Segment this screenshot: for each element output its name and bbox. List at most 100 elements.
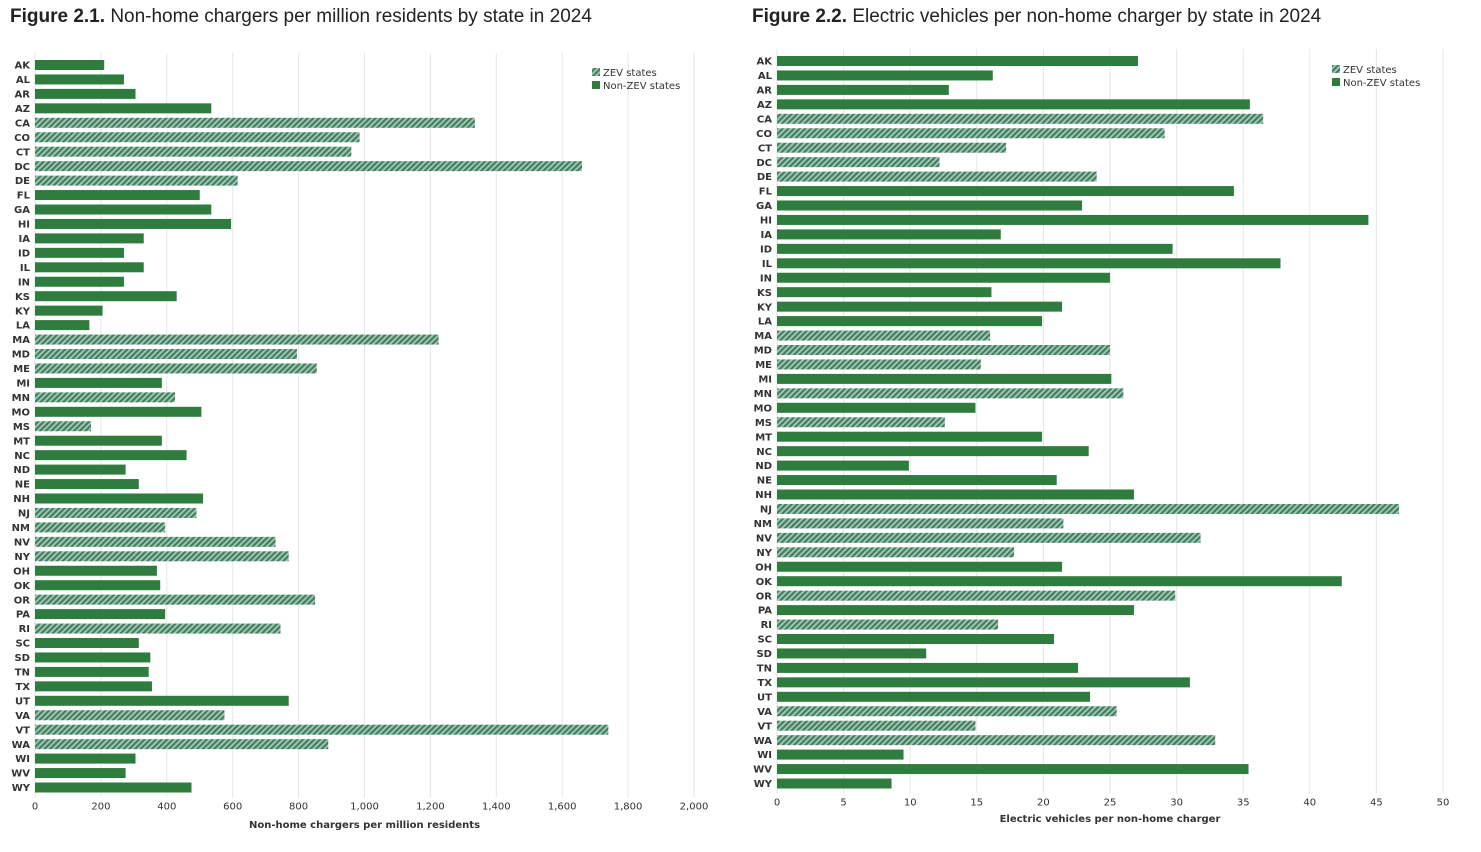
category-label: KY [15, 306, 31, 317]
x-tick-label: 1,000 [350, 802, 379, 813]
category-label: IA [761, 230, 773, 241]
bar-oh [35, 565, 157, 576]
category-label: RI [761, 620, 772, 631]
bar-in [35, 276, 124, 287]
x-tick-label: 0 [774, 798, 780, 809]
category-label: NE [757, 476, 772, 487]
legend-label: Non-ZEV states [1343, 78, 1420, 89]
bar-sc [35, 638, 139, 648]
category-label: TX [757, 678, 772, 689]
bar-ut [35, 695, 289, 706]
x-tick-label: 10 [904, 798, 917, 809]
legend-swatch [592, 68, 600, 76]
category-label: TN [15, 668, 30, 679]
x-tick-label: 45 [1370, 798, 1383, 809]
bar-ct [777, 142, 1007, 153]
bar-hi [777, 214, 1369, 225]
bar-va [777, 706, 1117, 717]
bar-wy [35, 782, 192, 793]
category-label: HI [760, 216, 772, 227]
legend-swatch [592, 81, 600, 89]
bar-al [35, 74, 124, 85]
x-tick-label: 200 [91, 802, 110, 813]
category-label: IL [20, 263, 31, 274]
category-label: ID [760, 244, 772, 255]
category-label: ND [755, 461, 772, 472]
x-tick-label: 1,600 [548, 802, 577, 813]
bar-va [35, 710, 225, 721]
category-label: NY [756, 548, 772, 559]
category-label: IN [18, 277, 30, 288]
bar-tn [777, 662, 1079, 673]
x-tick-label: 30 [1170, 798, 1183, 809]
category-label: MI [16, 379, 30, 390]
bar-ak [35, 60, 105, 70]
category-label: DE [757, 172, 772, 183]
category-label: AK [757, 57, 774, 68]
bar-la [35, 320, 90, 331]
x-tick-label: 20 [1037, 798, 1050, 809]
category-label: NY [14, 552, 30, 563]
bar-vt [777, 720, 976, 731]
category-label: FL [17, 191, 31, 202]
bar-nv [35, 536, 276, 547]
category-label: MS [755, 418, 772, 429]
bar-nc [35, 450, 187, 461]
bar-fl [777, 186, 1234, 197]
category-label: LA [758, 317, 772, 328]
category-label: CA [15, 118, 30, 129]
bar-ia [35, 233, 144, 244]
category-label: MA [12, 335, 30, 346]
category-label: OK [756, 577, 774, 588]
bar-nd [35, 464, 126, 475]
category-label: WA [12, 740, 31, 751]
bar-wy [777, 778, 892, 789]
bar-nj [35, 507, 197, 518]
x-tick-label: 15 [970, 798, 983, 809]
legend-swatch [1332, 65, 1340, 73]
bar-ok [35, 580, 161, 591]
category-label: SC [15, 639, 30, 650]
bar-de [777, 171, 1097, 182]
x-tick-label: 25 [1104, 798, 1117, 809]
bar-ky [777, 301, 1063, 312]
category-label: ND [13, 465, 30, 476]
category-label: WA [754, 736, 773, 747]
bar-ca [777, 113, 1264, 124]
bar-id [777, 243, 1173, 254]
category-label: NH [13, 494, 30, 505]
x-axis-title: Electric vehicles per non-home charger [1000, 814, 1221, 825]
category-label: MN [12, 393, 30, 404]
category-label: MS [13, 422, 30, 433]
category-label: MD [12, 350, 30, 361]
bar-nm [777, 518, 1064, 529]
category-label: KS [757, 288, 772, 299]
category-label: OK [14, 581, 32, 592]
category-label: OH [13, 566, 30, 577]
category-label: DC [756, 158, 772, 169]
x-tick-label: 600 [223, 802, 242, 813]
category-label: MO [12, 407, 30, 418]
category-label: LA [16, 321, 30, 332]
category-label: GA [756, 201, 772, 212]
category-label: OR [14, 595, 31, 606]
bar-ca [35, 117, 475, 128]
bar-il [777, 258, 1281, 269]
bar-ct [35, 146, 352, 157]
x-tick-label: 0 [32, 802, 38, 813]
legend-label: ZEV states [1343, 65, 1397, 76]
bar-or [777, 590, 1176, 601]
category-label: MT [755, 432, 772, 443]
bar-ri [777, 619, 999, 630]
bar-nj [777, 503, 1400, 514]
bar-az [777, 99, 1250, 110]
category-label: CT [758, 143, 772, 154]
bar-in [777, 272, 1110, 283]
bar-oh [777, 561, 1063, 572]
figure-2-1-title-text: Non-home chargers per million residents … [110, 6, 592, 27]
bar-ar [777, 84, 949, 95]
legend-swatch [1332, 78, 1340, 86]
bar-mn [35, 392, 176, 403]
bar-me [35, 363, 317, 374]
bar-ny [35, 551, 289, 562]
